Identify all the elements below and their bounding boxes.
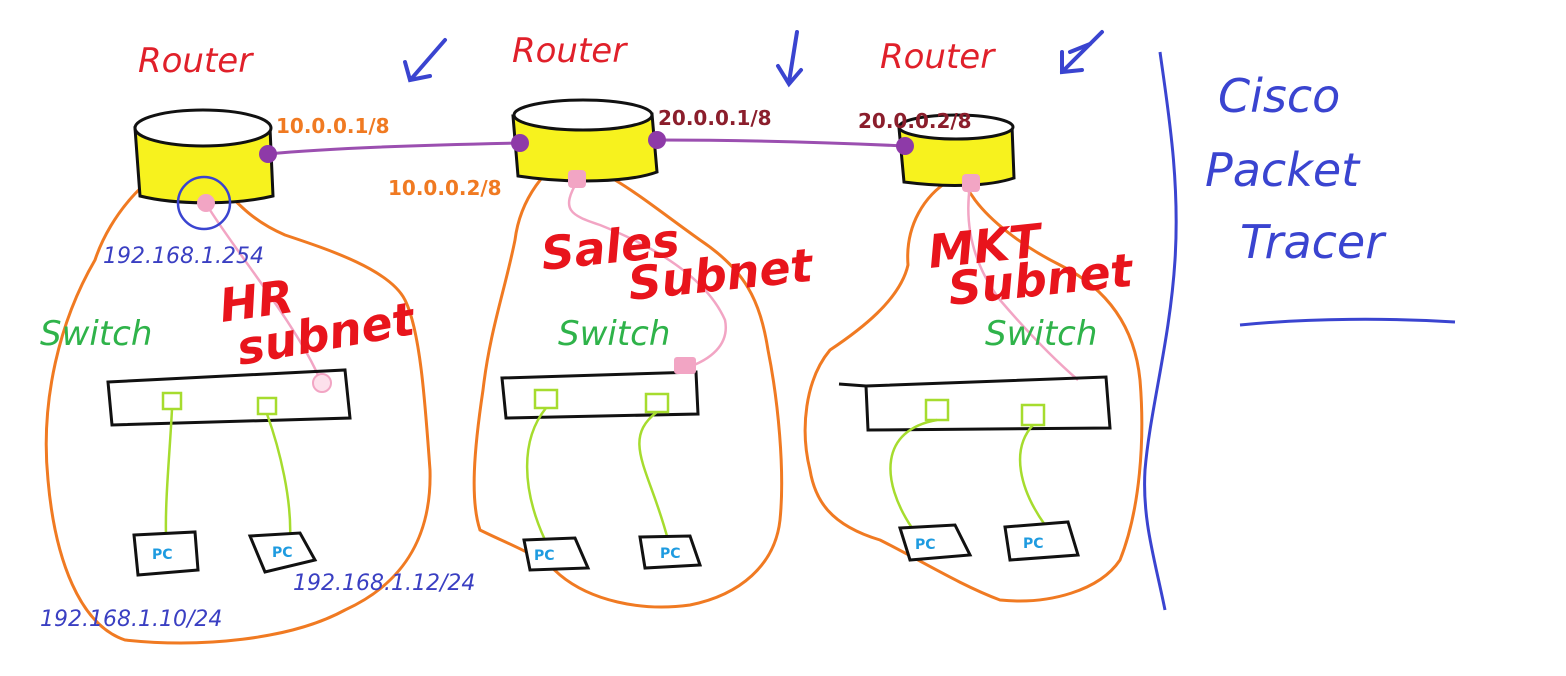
router-2-ip-left: 10.0.0.2/8 bbox=[388, 176, 502, 200]
pc-2b: PC bbox=[638, 534, 703, 570]
router-2-top bbox=[512, 98, 654, 132]
switch-2-label: Switch bbox=[558, 314, 670, 354]
router-2-label: Router bbox=[512, 31, 628, 71]
vertical-divider bbox=[1143, 51, 1178, 611]
router-1-label: Router bbox=[138, 41, 254, 81]
switch-3-label: Switch bbox=[985, 314, 1097, 354]
switch-3 bbox=[838, 375, 1112, 432]
switch-3-port-a bbox=[924, 398, 950, 422]
switch-1-port-a bbox=[161, 391, 183, 411]
sidebar-line3: Tracer bbox=[1240, 215, 1387, 269]
gateway-ip: 192.168.1.254 bbox=[103, 244, 264, 269]
lan-link-2a bbox=[525, 407, 547, 541]
sidebar-line1: Cisco bbox=[1218, 69, 1340, 123]
router-1-lan-port bbox=[197, 194, 215, 212]
pc-2a: PC bbox=[522, 536, 591, 572]
router-3-ip-left: 20.0.0.2/8 bbox=[858, 109, 972, 133]
switch-3-port-b bbox=[1020, 403, 1046, 427]
router3-switch-link bbox=[967, 184, 1079, 381]
switch-2-body bbox=[500, 370, 700, 420]
switch-1-port-b bbox=[256, 396, 278, 416]
pc-1a: PC bbox=[132, 530, 200, 577]
pc-1a-label: PC bbox=[152, 547, 173, 563]
router2-switch-link bbox=[567, 179, 728, 370]
sales-subnet-boundary bbox=[472, 148, 784, 609]
pc-1b-label: PC bbox=[272, 545, 293, 561]
router-3 bbox=[896, 113, 1016, 192]
switch-1-label: Switch bbox=[40, 314, 152, 354]
router-2-wan-port-right bbox=[648, 131, 666, 149]
pc-1a-ip: 192.168.1.10/24 bbox=[40, 607, 222, 632]
switch-3-tick bbox=[838, 382, 867, 388]
switch-3-body bbox=[864, 375, 1112, 432]
router-2 bbox=[511, 98, 666, 188]
pc-1b-ip: 192.168.1.12/24 bbox=[293, 571, 475, 596]
hr-subnet-label-line1: HR bbox=[216, 269, 297, 333]
router-1-lan-port-highlight bbox=[176, 175, 232, 231]
wan-link-2-3 bbox=[656, 138, 906, 148]
pc-1b-body bbox=[247, 531, 318, 574]
hr-subnet-boundary bbox=[44, 148, 432, 645]
mkt-subnet-label-line1: MKT bbox=[926, 213, 1047, 279]
pc-3a: PC bbox=[897, 523, 973, 562]
sidebar-line2: Packet bbox=[1205, 143, 1361, 197]
router-1-top bbox=[133, 108, 273, 148]
router-1-ip-right: 10.0.0.1/8 bbox=[276, 114, 390, 138]
pc-3b-body bbox=[1003, 520, 1080, 562]
router-1 bbox=[133, 108, 277, 231]
switch-2-port-a bbox=[533, 388, 559, 410]
lan-link-1a bbox=[164, 408, 174, 536]
arrow-1-icon bbox=[403, 38, 447, 83]
router-3-top bbox=[897, 113, 1015, 141]
lan-link-1b bbox=[265, 413, 292, 541]
switch-1-uplink-port bbox=[312, 373, 332, 393]
router-3-label: Router bbox=[880, 37, 996, 77]
pc-1b: PC bbox=[247, 531, 318, 574]
wan-link-1-2 bbox=[267, 141, 521, 156]
pc-1a-body bbox=[132, 530, 200, 577]
router-2-wan-port-left bbox=[511, 134, 529, 152]
arrow-2-icon bbox=[776, 30, 803, 88]
router-1-body bbox=[133, 126, 275, 205]
lan-link-3b bbox=[1018, 424, 1047, 526]
router-2-lan-port bbox=[568, 170, 586, 188]
arrow-3-icon bbox=[1060, 30, 1104, 75]
pc-2a-body bbox=[522, 536, 591, 572]
router-1-wan-port bbox=[259, 145, 277, 163]
switch-2-uplink-port bbox=[674, 357, 696, 374]
mkt-subnet-boundary bbox=[803, 178, 1144, 603]
lan-link-2b bbox=[638, 411, 670, 541]
pc-3a-label: PC bbox=[915, 537, 936, 553]
switch-2 bbox=[500, 357, 700, 420]
pc-3b: PC bbox=[1003, 520, 1080, 562]
pc-3a-body bbox=[897, 523, 973, 562]
switch-1 bbox=[106, 368, 352, 427]
pc-3b-label: PC bbox=[1023, 536, 1044, 552]
switch-2-port-b bbox=[644, 392, 670, 414]
sidebar-underline bbox=[1239, 317, 1456, 327]
switch-1-body bbox=[106, 368, 352, 427]
lan-link-3a bbox=[889, 418, 938, 529]
pc-2b-label: PC bbox=[660, 546, 681, 562]
pc-2b-body bbox=[638, 534, 703, 570]
router-2-ip-right: 20.0.0.1/8 bbox=[658, 106, 772, 130]
router-2-body bbox=[511, 112, 659, 183]
pc-2a-label: PC bbox=[534, 548, 555, 564]
router-3-lan-port bbox=[962, 174, 980, 192]
router-3-wan-port bbox=[896, 137, 914, 155]
